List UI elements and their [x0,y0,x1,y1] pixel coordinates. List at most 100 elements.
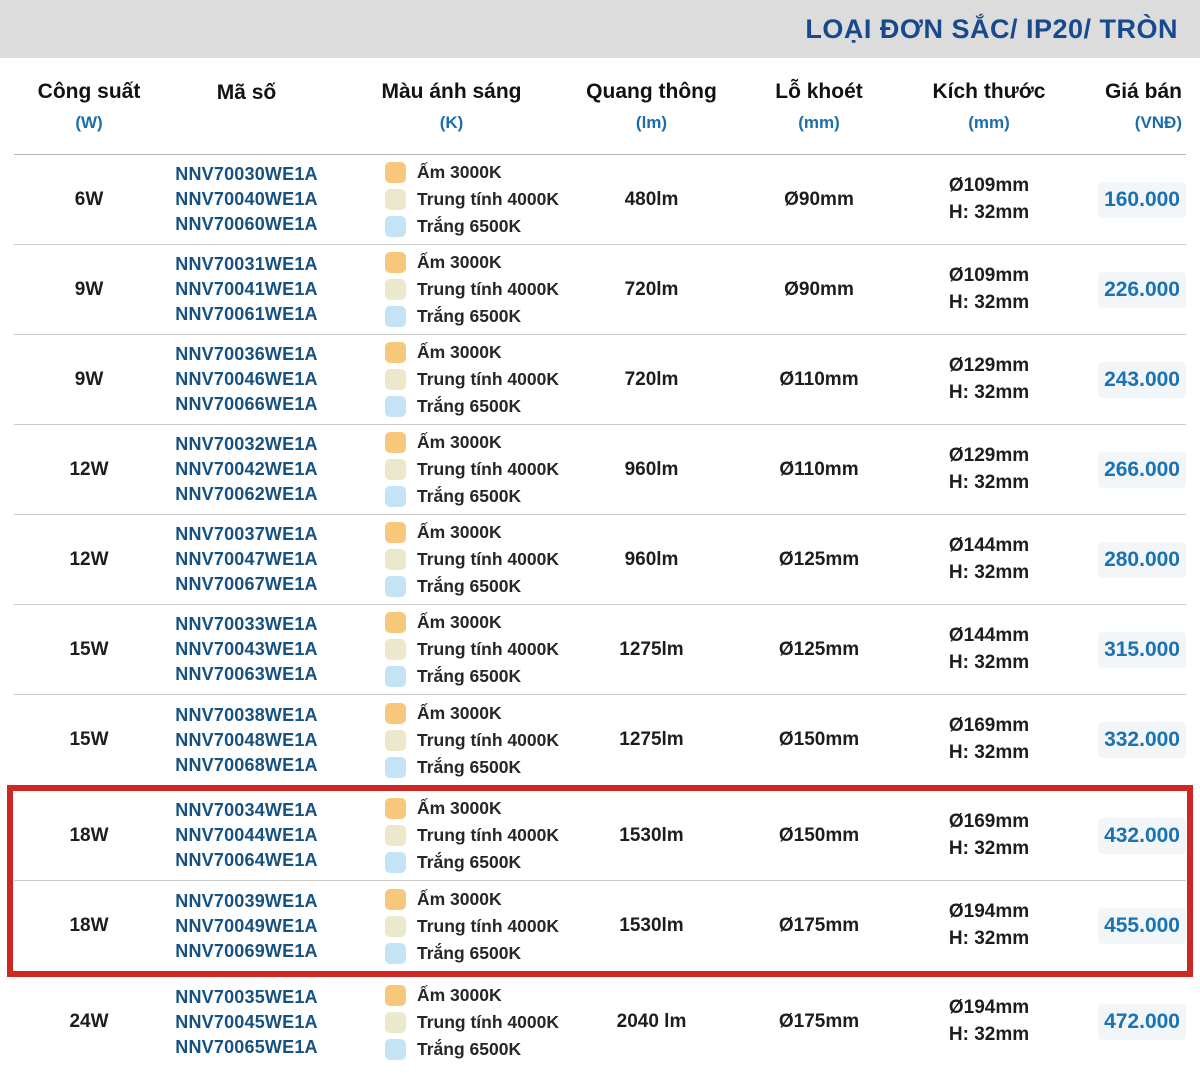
color-option: Trắng 6500K [385,1038,522,1060]
power-value: 15W [69,729,109,750]
power-value: 15W [69,638,109,660]
color-options: Ấm 3000K Trung tính 4000K Trắng 6500K [329,162,574,237]
model-number: NNV70064WE1A [175,850,318,870]
color-options: Ấm 3000K Trung tính 4000K Trắng 6500K [329,702,574,778]
color-label: Trắng 6500K [417,1038,522,1059]
size-diameter: Ø129mm [948,444,1030,466]
column-header-model: Mã số [164,81,329,131]
color-option: Ấm 3000K [385,252,502,273]
price-value: 332.000 [1098,722,1186,758]
color-label: Ấm 3000K [417,432,502,452]
hole-value: Ø150mm [778,729,860,750]
table-row: 15W NNV70033WE1A NNV70043WE1A NNV70063WE1A… [14,605,1186,695]
size-cell: Ø194mm H: 32mm [909,899,1069,952]
color-option: Ấm 3000K [385,612,502,633]
color-options: Ấm 3000K Trung tính 4000K Trắng 6500K [329,984,574,1060]
lumen-value: 1530lm [619,824,684,846]
color-swatch [385,756,406,778]
color-swatch [385,279,406,300]
hole-value: Ø90mm [784,188,854,210]
color-option: Trắng 6500K [385,576,521,597]
model-number: NNV70032WE1A [175,434,318,454]
color-option: Ấm 3000K [385,522,502,543]
model-list: NNV70035WE1A NNV70045WE1A NNV70065WE1A [164,987,329,1058]
title-strip: LOẠI ĐƠN SẮC/ IP20/ TRÒN [0,0,1200,58]
price-cell: 472.000 [1069,1004,1186,1040]
color-label: Trung tính 4000K [417,915,559,936]
model-number: NNV70060WE1A [175,214,318,234]
color-option: Trắng 6500K [385,666,521,687]
color-option: Ấm 3000K [385,342,502,363]
price-value: 455.000 [1098,908,1186,944]
color-option: Trung tính 4000K [385,729,559,751]
price-cell: 315.000 [1069,631,1186,668]
color-swatch [385,306,406,327]
power-value: 18W [69,915,109,936]
color-swatch [385,666,406,687]
color-swatch [385,825,406,846]
column-unit [164,114,329,131]
color-option: Trắng 6500K [385,216,521,237]
price-cell: 432.000 [1069,817,1186,854]
table-row: 18W NNV70039WE1A NNV70049WE1A NNV70069WE1A… [14,881,1186,971]
column-label: Màu ánh sáng [381,79,522,103]
hole-value: Ø150mm [778,824,860,846]
price-cell: 455.000 [1069,908,1186,944]
color-label: Trung tính 4000K [417,549,559,569]
color-option: Trung tính 4000K [385,549,559,570]
color-label: Trắng 6500K [417,216,522,236]
model-number: NNV70037WE1A [175,524,318,544]
color-option: Ấm 3000K [385,888,502,910]
color-swatch [385,729,406,751]
color-label: Trắng 6500K [417,756,522,777]
hole-value: Ø125mm [778,638,860,660]
column-unit: (mm) [798,112,840,132]
model-number: NNV70044WE1A [175,825,318,845]
color-swatch [385,216,406,237]
color-label: Ấm 3000K [417,252,502,272]
model-number: NNV70040WE1A [175,189,318,209]
power-value: 12W [69,458,109,480]
column-header-color: Màu ánh sáng (K) [329,80,574,133]
model-number: NNV70046WE1A [175,369,318,389]
color-label: Ấm 3000K [417,984,502,1005]
color-swatch [385,342,406,363]
size-diameter: Ø169mm [948,810,1030,832]
model-number: NNV70061WE1A [175,304,318,324]
size-diameter: Ø129mm [948,354,1030,376]
size-cell: Ø169mm H: 32mm [909,809,1069,862]
color-swatch [385,486,406,507]
price-value: 160.000 [1098,181,1186,218]
column-header-hole: Lỗ khoét (mm) [729,80,909,133]
size-height: H: 32mm [948,651,1030,673]
size-diameter: Ø109mm [948,264,1030,286]
color-option: Trắng 6500K [385,852,521,873]
model-list: NNV70038WE1A NNV70048WE1A NNV70068WE1A [164,705,329,776]
size-height: H: 32mm [948,742,1030,763]
model-number: NNV70047WE1A [175,549,318,569]
color-swatch [385,1011,406,1033]
color-swatch [385,576,406,597]
size-height: H: 32mm [948,381,1030,403]
model-list: NNV70030WE1A NNV70040WE1A NNV70060WE1A [164,164,329,235]
color-option: Trung tính 4000K [385,279,559,300]
color-swatch [385,189,406,210]
color-options: Ấm 3000K Trung tính 4000K Trắng 6500K [329,342,574,417]
model-list: NNV70032WE1A NNV70042WE1A NNV70062WE1A [164,434,329,505]
color-options: Ấm 3000K Trung tính 4000K Trắng 6500K [329,432,574,507]
color-label: Trắng 6500K [417,852,522,872]
model-list: NNV70036WE1A NNV70046WE1A NNV70066WE1A [164,344,329,415]
size-height: H: 32mm [948,471,1030,493]
color-option: Trung tính 4000K [385,825,559,846]
color-label: Trung tính 4000K [417,369,559,389]
color-swatch [385,1038,406,1060]
table-row: 9W NNV70036WE1A NNV70046WE1A NNV70066WE1A … [14,335,1186,425]
size-diameter: Ø194mm [948,901,1030,923]
color-swatch [385,915,406,937]
hole-value: Ø110mm [779,368,859,390]
color-swatch [385,522,406,543]
size-height: H: 32mm [948,1024,1030,1045]
color-label: Trắng 6500K [417,306,522,326]
column-label: Giá bán [1104,79,1182,103]
column-label: Công suất [37,79,141,103]
